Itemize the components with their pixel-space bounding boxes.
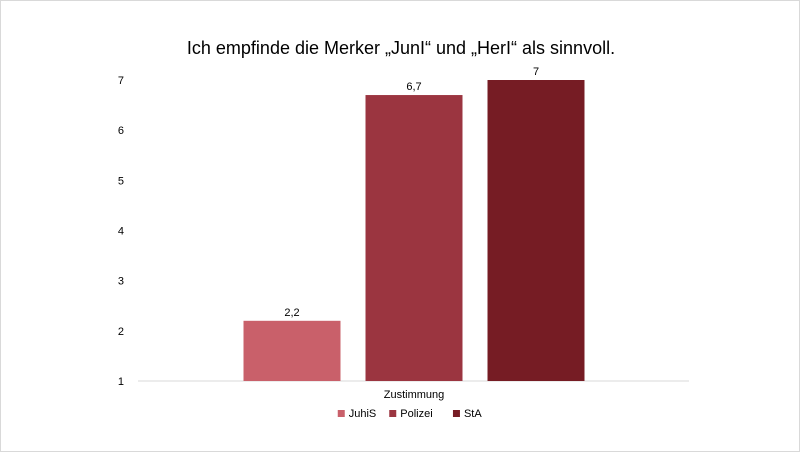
data-label-sta: 7	[533, 66, 539, 78]
y-tick-label: 4	[118, 226, 124, 238]
legend-swatch-polizei	[389, 410, 397, 417]
legend-swatch-juhis	[337, 410, 345, 417]
data-label-polizei: 6,7	[406, 81, 421, 93]
y-tick-label: 1	[118, 376, 124, 388]
y-tick-label: 7	[118, 75, 124, 87]
data-labels: 2,2 6,7 7	[284, 66, 539, 319]
legend-label-polizei: Polizei	[400, 408, 432, 420]
y-axis: 1 2 3 4 5 6 7	[118, 75, 124, 388]
chart-title: Ich empfinde die Merker „JunI“ und „HerI…	[187, 38, 615, 58]
bars	[243, 80, 585, 382]
legend: JuhiS Polizei StA	[337, 408, 482, 420]
y-tick-label: 5	[118, 175, 124, 187]
legend-label-juhis: JuhiS	[349, 408, 377, 420]
y-tick-label: 2	[118, 326, 124, 338]
x-category-label: Zustimmung	[384, 389, 445, 401]
y-tick-label: 3	[118, 276, 124, 288]
data-label-juhis: 2,2	[284, 307, 299, 319]
legend-swatch-sta	[452, 410, 460, 417]
legend-label-sta: StA	[464, 408, 482, 420]
bar-juhis	[243, 320, 341, 381]
y-tick-label: 6	[118, 125, 124, 137]
bar-sta	[487, 80, 585, 381]
bar-polizei	[365, 95, 463, 382]
